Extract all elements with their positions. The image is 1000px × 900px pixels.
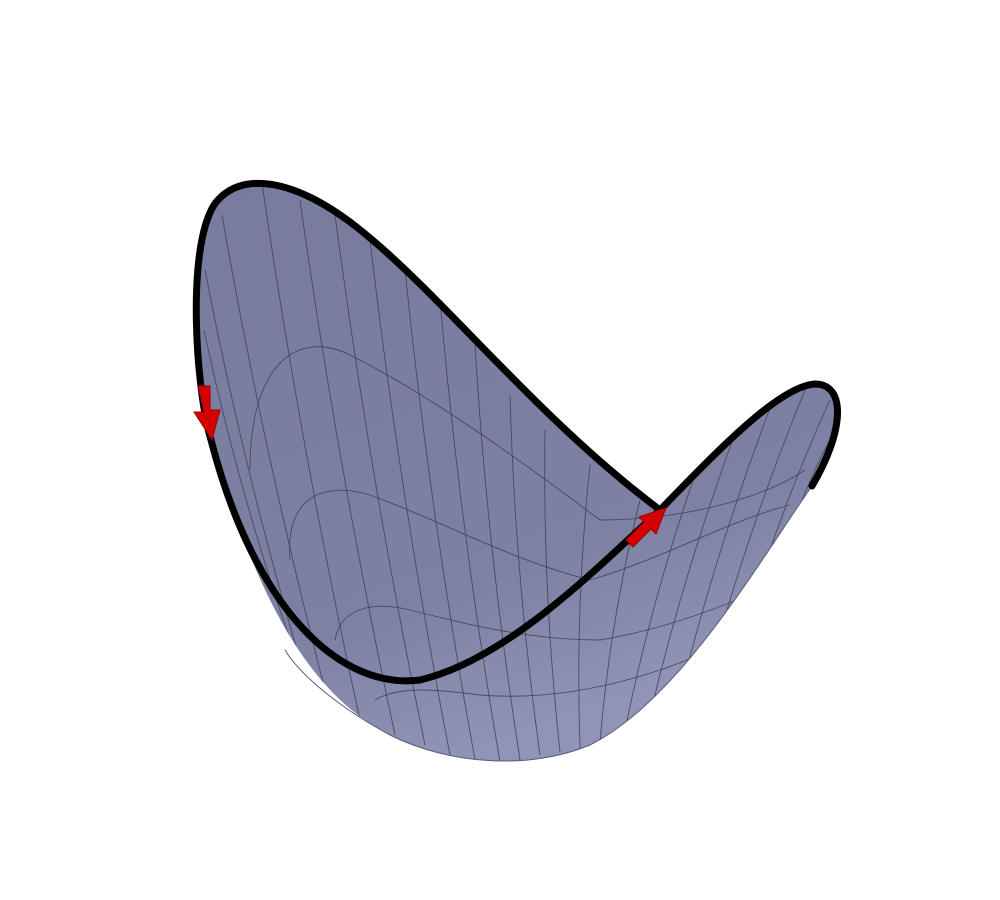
mesh-ray [649, 419, 741, 716]
surface-lower-silhouette [284, 485, 813, 762]
mesh-ray [369, 239, 451, 756]
mesh-ray [578, 464, 591, 749]
arrow-down-icon [193, 385, 221, 442]
mesh-ray [299, 199, 396, 736]
mesh-ray [261, 183, 361, 721]
mesh-ray [439, 299, 501, 762]
mesh-ray [679, 394, 776, 696]
mesh-ray [404, 269, 476, 761]
surface-patch [196, 183, 838, 762]
mesh-ray [509, 394, 541, 756]
mesh-ray [599, 499, 641, 743]
mesh-ray [474, 344, 521, 761]
mesh-ray [221, 214, 326, 691]
mesh-ring [289, 489, 791, 581]
mesh-ray [544, 429, 561, 753]
mesh-ray [624, 459, 701, 731]
arrow-up-right-icon [625, 507, 667, 548]
mesh-ring [249, 346, 806, 521]
boundary-curve [192, 179, 841, 685]
mesh-ray [334, 214, 426, 746]
